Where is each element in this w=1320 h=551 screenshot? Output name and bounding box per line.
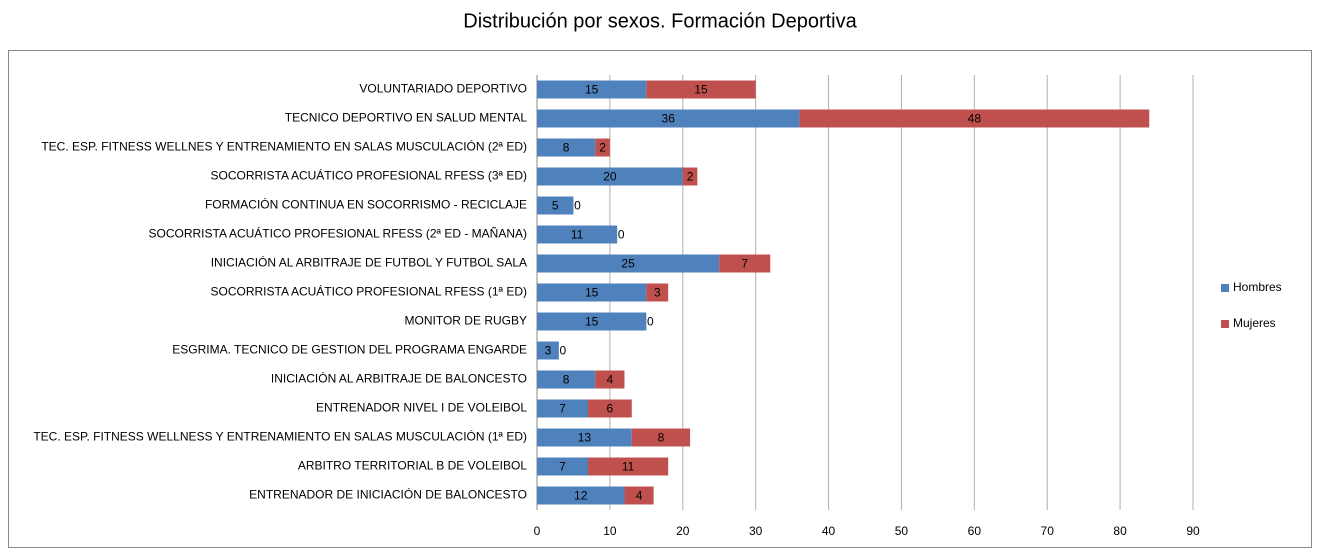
bar (537, 486, 625, 505)
data-label: 2 (687, 170, 694, 184)
x-tick-label: 30 (749, 524, 763, 538)
bar (799, 109, 1150, 128)
x-tick-label: 60 (968, 524, 982, 538)
y-tick-label: SOCORRISTA ACUÁTICO PROFESIONAL RFESS (2… (149, 226, 528, 241)
bar (624, 486, 654, 505)
x-tick-label: 10 (603, 524, 617, 538)
legend-label: Hombres (1233, 280, 1282, 294)
data-label: 3 (654, 286, 661, 300)
data-label: 4 (636, 489, 643, 503)
x-tick-label: 50 (895, 524, 909, 538)
data-label: 5 (552, 199, 559, 213)
y-tick-label: TEC. ESP. FITNESS WELLNES Y ENTRENAMIENT… (41, 139, 527, 154)
bar (631, 428, 691, 447)
y-tick-label: SOCORRISTA ACUÁTICO PROFESIONAL RFESS (3… (211, 168, 528, 183)
data-label: 25 (621, 257, 635, 271)
legend-swatch (1221, 320, 1229, 328)
chart-frame (8, 50, 1312, 548)
data-label: 11 (571, 228, 584, 242)
legend-swatch (1221, 284, 1229, 292)
data-label: 0 (618, 228, 625, 242)
data-label: 12 (574, 489, 588, 503)
x-tick-label: 80 (1113, 524, 1127, 538)
bar (588, 457, 669, 476)
bar (682, 167, 698, 186)
x-tick-label: 20 (676, 524, 690, 538)
bar (537, 399, 589, 418)
data-label: 3 (545, 344, 552, 358)
x-tick-label: 0 (534, 524, 541, 538)
bar (537, 370, 596, 389)
data-label: 7 (559, 402, 566, 416)
y-tick-label: ESGRIMA. TECNICO DE GESTION DEL PROGRAMA… (172, 343, 527, 357)
bar (537, 109, 800, 128)
y-tick-label: TECNICO DEPORTIVO EN SALUD MENTAL (285, 111, 528, 125)
y-tick-label: FORMACIÓN CONTINUA EN SOCORRISMO - RECIC… (205, 197, 527, 212)
data-label: 13 (578, 431, 592, 445)
data-label: 36 (662, 112, 676, 126)
bar (537, 225, 618, 244)
data-label: 0 (647, 315, 654, 329)
x-tick-label: 40 (822, 524, 836, 538)
y-tick-label: VOLUNTARIADO DEPORTIVO (359, 82, 527, 96)
data-label: 0 (560, 344, 567, 358)
data-label: 20 (603, 170, 617, 184)
data-label: 11 (622, 460, 635, 474)
bar (537, 167, 683, 186)
bar (537, 283, 647, 302)
bar (646, 283, 669, 302)
data-label: 8 (658, 431, 665, 445)
bar (537, 457, 589, 476)
y-tick-label: ENTRENADOR DE INICIACIÓN DE BALONCESTO (249, 487, 527, 502)
y-tick-label: MONITOR DE RUGBY (405, 314, 527, 328)
y-tick-label: ARBITRO TERRITORIAL B DE VOLEIBOL (298, 459, 527, 473)
data-label: 2 (599, 141, 606, 155)
chart-title: Distribución por sexos. Formación Deport… (463, 10, 857, 32)
data-label: 15 (694, 83, 708, 97)
data-label: 48 (968, 112, 982, 126)
bar (537, 428, 632, 447)
data-label: 7 (559, 460, 566, 474)
bar (595, 138, 610, 157)
data-label: 7 (741, 257, 748, 271)
data-label: 15 (585, 286, 599, 300)
bar (537, 196, 574, 215)
x-tick-label: 70 (1041, 524, 1055, 538)
bar (537, 138, 596, 157)
data-label: 6 (607, 402, 614, 416)
y-tick-label: INICIACIÓN AL ARBITRAJE DE FUTBOL Y FUTB… (211, 255, 527, 270)
bar (595, 370, 625, 389)
y-tick-label: TEC. ESP. FITNESS WELLNESS Y ENTRENAMIEN… (33, 429, 527, 444)
legend-label: Mujeres (1233, 316, 1276, 330)
y-tick-label: SOCORRISTA ACUÁTICO PROFESIONAL RFESS (1… (211, 284, 528, 299)
bar (719, 254, 771, 273)
bar (537, 312, 647, 331)
x-tick-label: 90 (1186, 524, 1200, 538)
data-label: 8 (563, 141, 570, 155)
bar (646, 80, 756, 99)
data-label: 15 (585, 315, 599, 329)
bar (537, 341, 559, 360)
bar (537, 80, 647, 99)
y-tick-label: INICIACIÓN AL ARBITRAJE DE BALONCESTO (271, 371, 527, 386)
bar (537, 254, 720, 273)
data-label: 15 (585, 83, 599, 97)
data-label: 8 (563, 373, 570, 387)
data-label: 4 (607, 373, 614, 387)
y-tick-label: ENTRENADOR NIVEL I DE VOLEIBOL (316, 401, 527, 415)
bar (588, 399, 632, 418)
data-label: 0 (574, 199, 581, 213)
